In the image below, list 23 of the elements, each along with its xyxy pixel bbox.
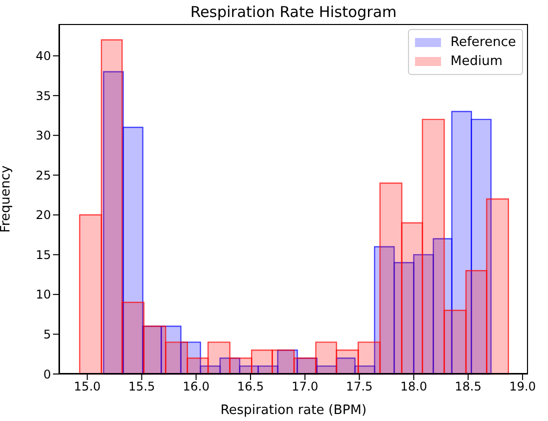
y-tick-label: 30 <box>36 128 51 143</box>
y-tick-label: 5 <box>43 327 51 342</box>
x-tick-label: 18.0 <box>400 380 428 394</box>
y-tick-label: 20 <box>36 208 51 222</box>
legend-label: Reference <box>450 34 516 52</box>
y-tick-label: 15 <box>36 248 51 262</box>
y-tick-label: 0 <box>43 367 51 382</box>
x-axis-title: Respiration rate (BPM) <box>220 403 367 418</box>
x-tick-label: 16.0 <box>182 380 210 394</box>
x-tick-label: 18.5 <box>454 380 482 394</box>
y-tick-label: 10 <box>36 288 51 302</box>
legend-label: Medium <box>450 53 503 71</box>
x-tick-label: 16.5 <box>237 380 264 394</box>
y-tick-label: 25 <box>36 168 51 182</box>
x-tick-label: 15.5 <box>128 380 156 394</box>
x-tick-label: 15.0 <box>74 380 101 394</box>
y-tick-label: 40 <box>36 49 51 64</box>
y-axis-title: Frequency <box>0 165 14 233</box>
x-tick-label: 17.5 <box>346 380 373 394</box>
chart-title: Respiration Rate Histogram <box>189 3 398 21</box>
x-tick-label: 19.0 <box>509 380 536 394</box>
x-tick-label: 17.0 <box>292 380 318 394</box>
y-tick-label: 35 <box>36 88 51 103</box>
